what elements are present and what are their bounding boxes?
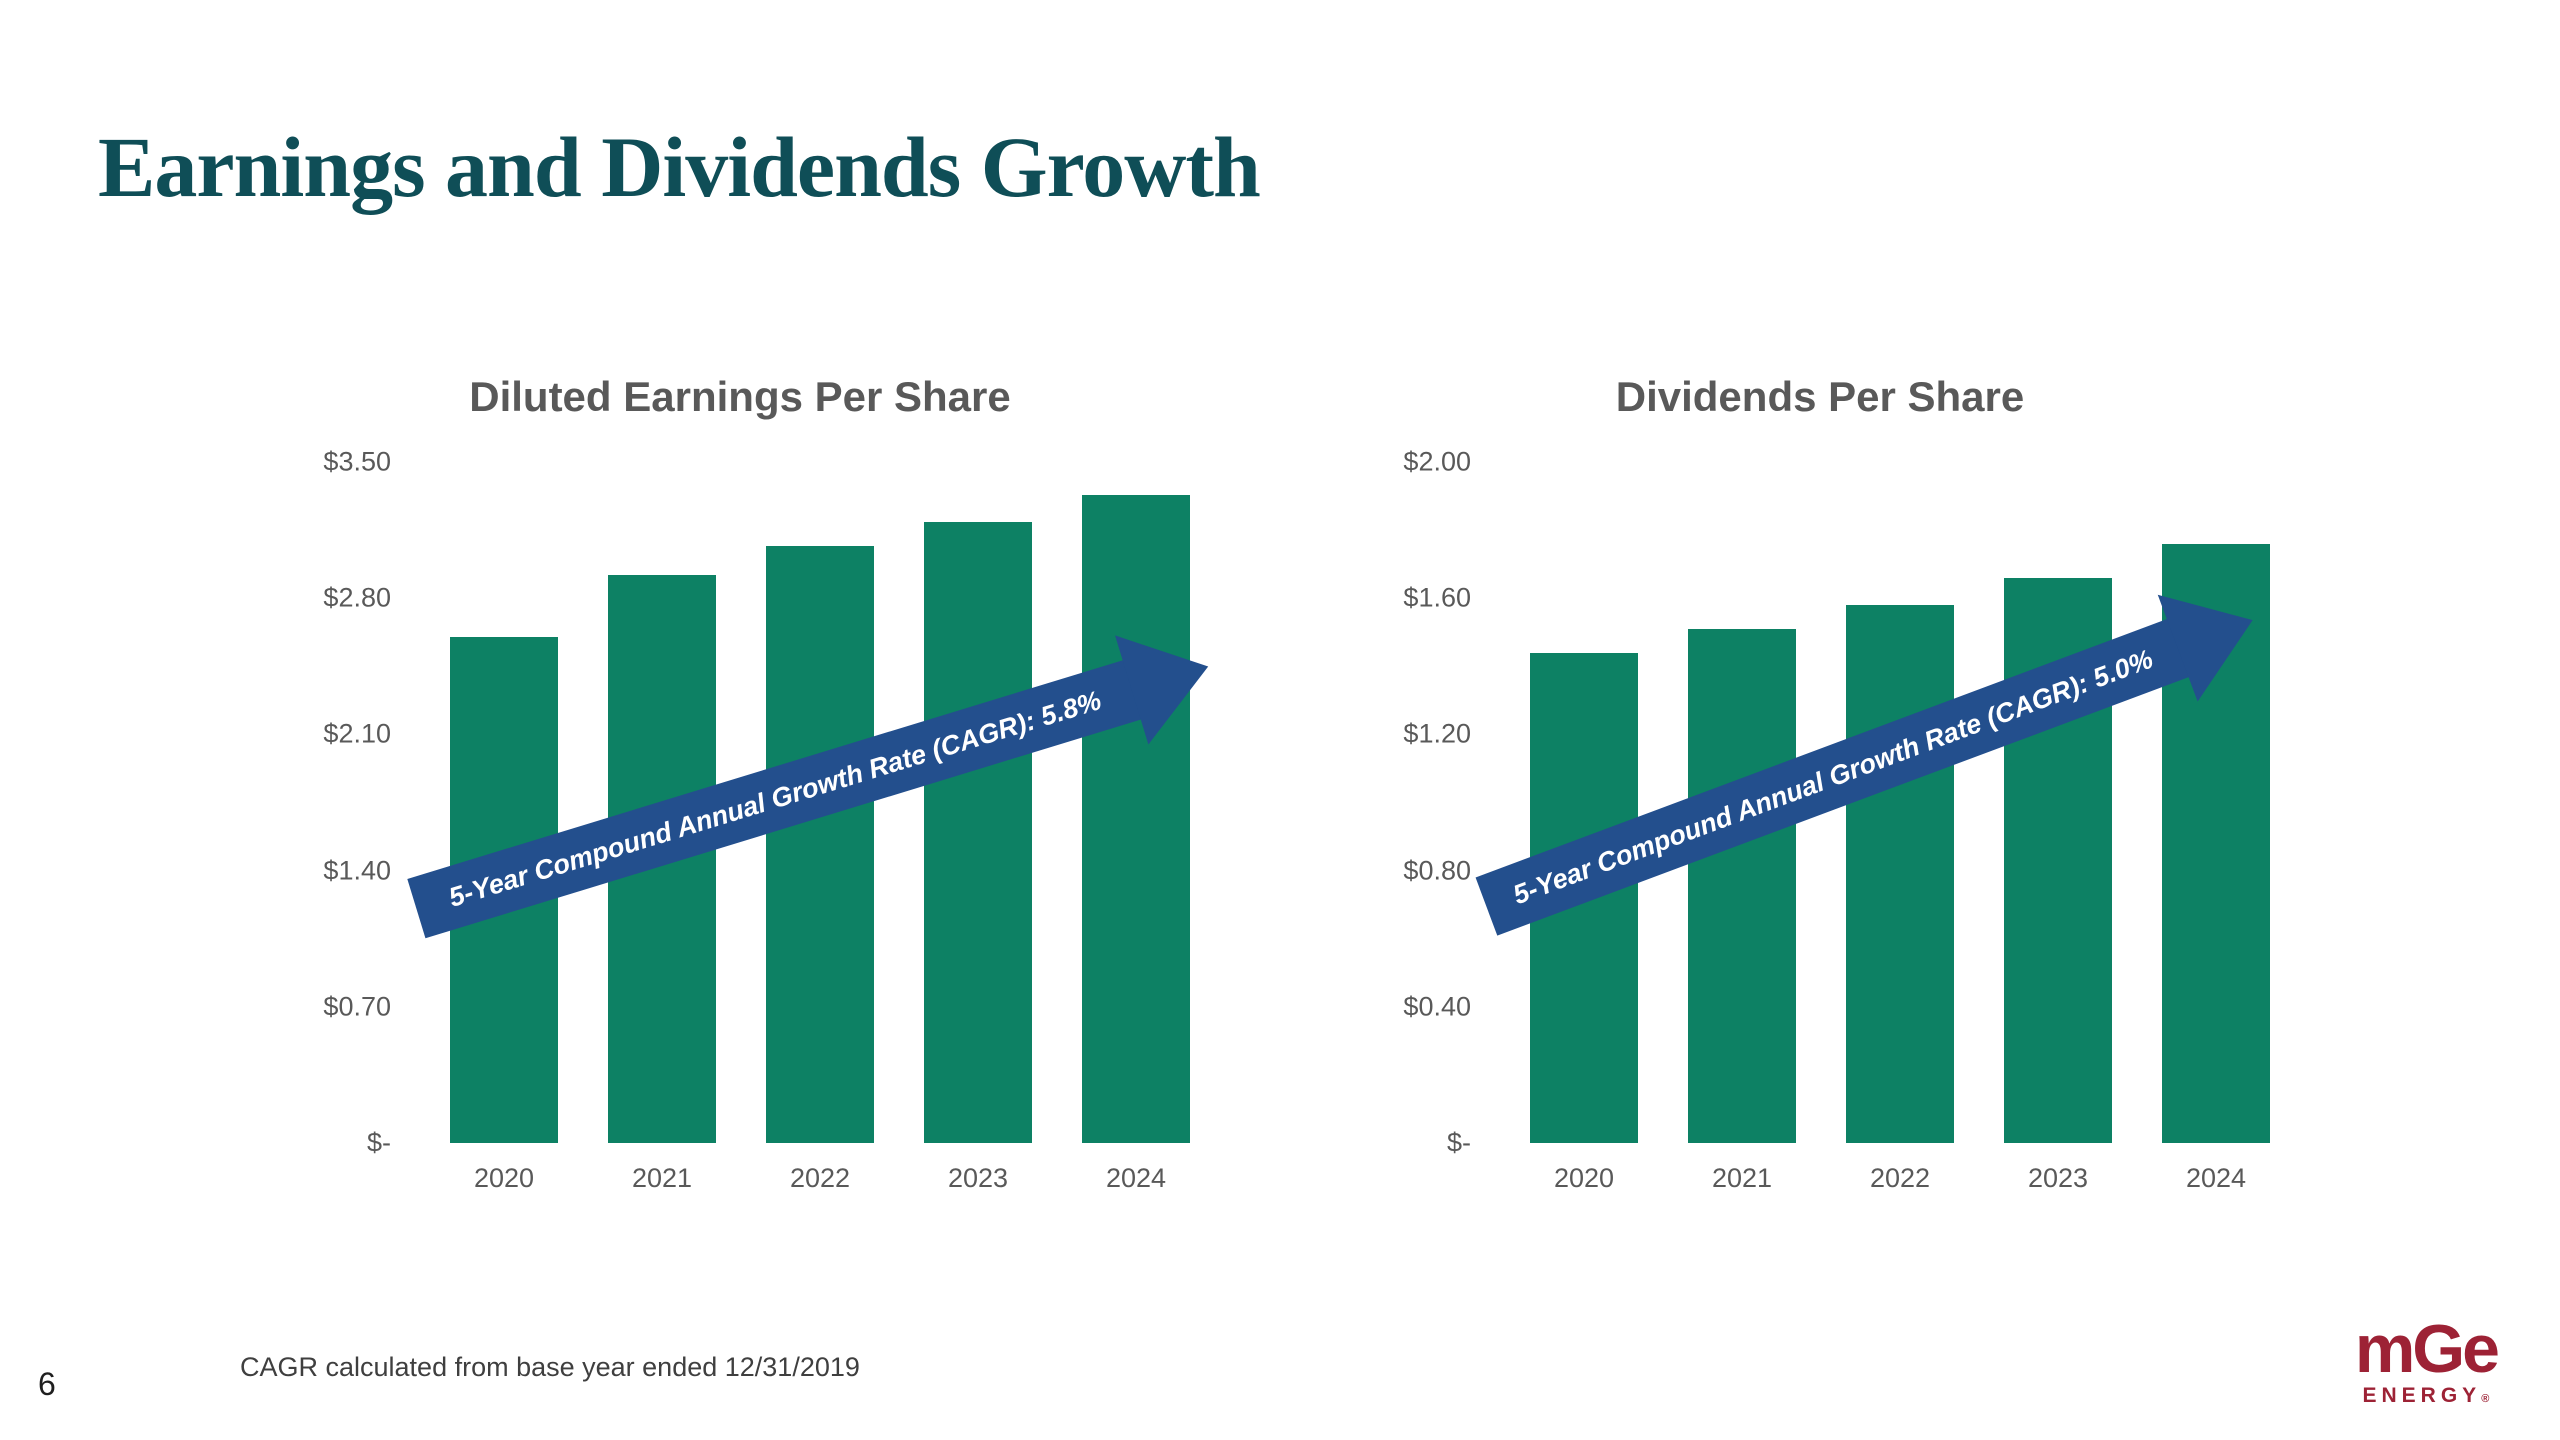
y-tick-label: $1.60 — [1403, 582, 1471, 613]
y-tick-label: $- — [1446, 1127, 1471, 1158]
x-tick-label: 2023 — [2027, 1163, 2089, 1193]
bar-2022 — [1846, 605, 1954, 1143]
footnote: CAGR calculated from base year ended 12/… — [240, 1352, 860, 1382]
bar-slot — [899, 462, 1057, 1143]
y-tick-label: $1.40 — [323, 855, 391, 886]
charts-row: Diluted Earnings Per Share $3.50 $2.80 $2.… — [0, 372, 2560, 1194]
bar-2022 — [766, 545, 874, 1143]
plot-row-eps: $3.50 $2.80 $2.10 $1.40 $0.70 $- — [265, 447, 1215, 1158]
page-number: 6 — [38, 1366, 56, 1402]
x-tick-label: 2024 — [1105, 1163, 1167, 1193]
bar-2021 — [1688, 628, 1796, 1143]
bar-slot — [425, 462, 583, 1143]
registered-mark-icon: ® — [2481, 1393, 2490, 1405]
bar-2023 — [924, 522, 1032, 1143]
y-axis-eps: $3.50 $2.80 $2.10 $1.40 $0.70 $- — [265, 447, 425, 1158]
y-tick-label: $1.20 — [1403, 718, 1471, 749]
y-tick-label: $0.80 — [1403, 855, 1471, 886]
y-tick-label: $- — [366, 1127, 391, 1158]
bar-slot — [741, 462, 899, 1143]
y-tick-label: $2.10 — [323, 718, 391, 749]
y-axis-dps: $2.00 $1.60 $1.20 $0.80 $0.40 $- — [1345, 447, 1505, 1158]
y-tick-label: $0.40 — [1403, 991, 1471, 1022]
bar-slot — [1505, 462, 1663, 1143]
bar-slot — [2137, 462, 2295, 1143]
x-tick-label: 2020 — [1553, 1163, 1615, 1193]
y-tick-label: $0.70 — [323, 991, 391, 1022]
x-tick-label: 2021 — [1711, 1163, 1773, 1193]
plot-area-dps — [1505, 462, 2295, 1143]
x-tick-label: 2021 — [631, 1163, 693, 1193]
bar-slot — [1821, 462, 1979, 1143]
x-axis-dps: 2020 2021 2022 2023 2024 — [1505, 1163, 2295, 1194]
logo-energy-text: ENERGY — [2362, 1384, 2482, 1407]
x-axis-eps: 2020 2021 2022 2023 2024 — [425, 1163, 1215, 1194]
mge-energy-logo: mGe ENERGY® — [2354, 1310, 2500, 1408]
logo-wordmark: mGe — [2354, 1310, 2500, 1387]
bar-2024 — [1082, 495, 1190, 1143]
x-tick-label: 2020 — [473, 1163, 535, 1193]
logo-subtext: ENERGY® — [2355, 1384, 2497, 1408]
y-tick-label: $2.80 — [323, 582, 391, 613]
y-tick-label: $2.00 — [1403, 446, 1471, 477]
bar-slot — [1057, 462, 1215, 1143]
plot-area-eps — [425, 462, 1215, 1143]
slide-title: Earnings and Dividends Growth — [98, 119, 1261, 215]
x-tick-label: 2023 — [947, 1163, 1009, 1193]
y-tick-label: $3.50 — [323, 446, 391, 477]
chart-title-dps: Dividends Per Share — [1615, 373, 2025, 420]
x-tick-label: 2022 — [789, 1163, 851, 1193]
bar-slot — [1979, 462, 2137, 1143]
bar-slot — [1663, 462, 1821, 1143]
x-tick-label: 2024 — [2185, 1163, 2247, 1193]
chart-title-eps: Diluted Earnings Per Share — [469, 373, 1011, 420]
chart-diluted-eps: Diluted Earnings Per Share $3.50 $2.80 $2.… — [265, 372, 1215, 1194]
x-tick-label: 2022 — [1869, 1163, 1931, 1193]
chart-dividends: Dividends Per Share $2.00 $1.60 $1.20 $0.80… — [1345, 372, 2295, 1194]
